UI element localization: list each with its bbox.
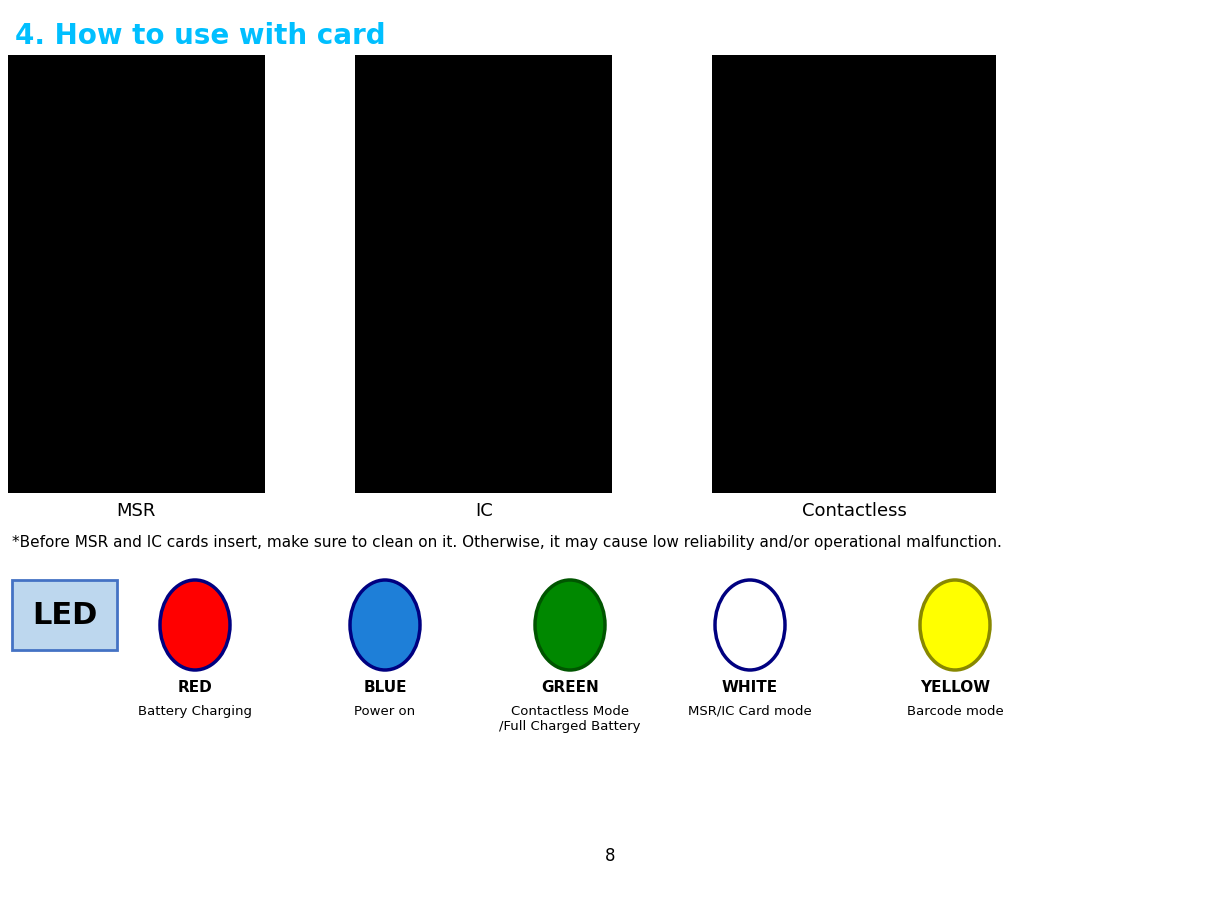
Text: IC: IC xyxy=(475,502,493,520)
Text: WHITE: WHITE xyxy=(722,680,778,695)
Text: Battery Charging: Battery Charging xyxy=(138,705,252,718)
Text: Contactless Mode
/Full Charged Battery: Contactless Mode /Full Charged Battery xyxy=(499,705,641,733)
Text: BLUE: BLUE xyxy=(364,680,407,695)
Text: *Before MSR and IC cards insert, make sure to clean on it. Otherwise, it may cau: *Before MSR and IC cards insert, make su… xyxy=(12,535,1002,550)
Ellipse shape xyxy=(535,580,604,670)
Bar xyxy=(712,55,996,493)
Text: Contactless: Contactless xyxy=(801,502,906,520)
Text: YELLOW: YELLOW xyxy=(919,680,990,695)
Ellipse shape xyxy=(919,580,990,670)
Bar xyxy=(355,55,612,493)
Text: LED: LED xyxy=(32,600,98,630)
Bar xyxy=(9,55,265,493)
Ellipse shape xyxy=(716,580,785,670)
Text: Barcode mode: Barcode mode xyxy=(907,705,1004,718)
Text: RED: RED xyxy=(177,680,212,695)
Text: MSR/IC Card mode: MSR/IC Card mode xyxy=(689,705,812,718)
Text: MSR: MSR xyxy=(116,502,156,520)
FancyBboxPatch shape xyxy=(12,580,117,650)
Text: Power on: Power on xyxy=(354,705,415,718)
Ellipse shape xyxy=(160,580,230,670)
Text: 4. How to use with card: 4. How to use with card xyxy=(15,22,386,50)
Text: GREEN: GREEN xyxy=(541,680,598,695)
Text: 8: 8 xyxy=(604,847,615,865)
Ellipse shape xyxy=(350,580,420,670)
